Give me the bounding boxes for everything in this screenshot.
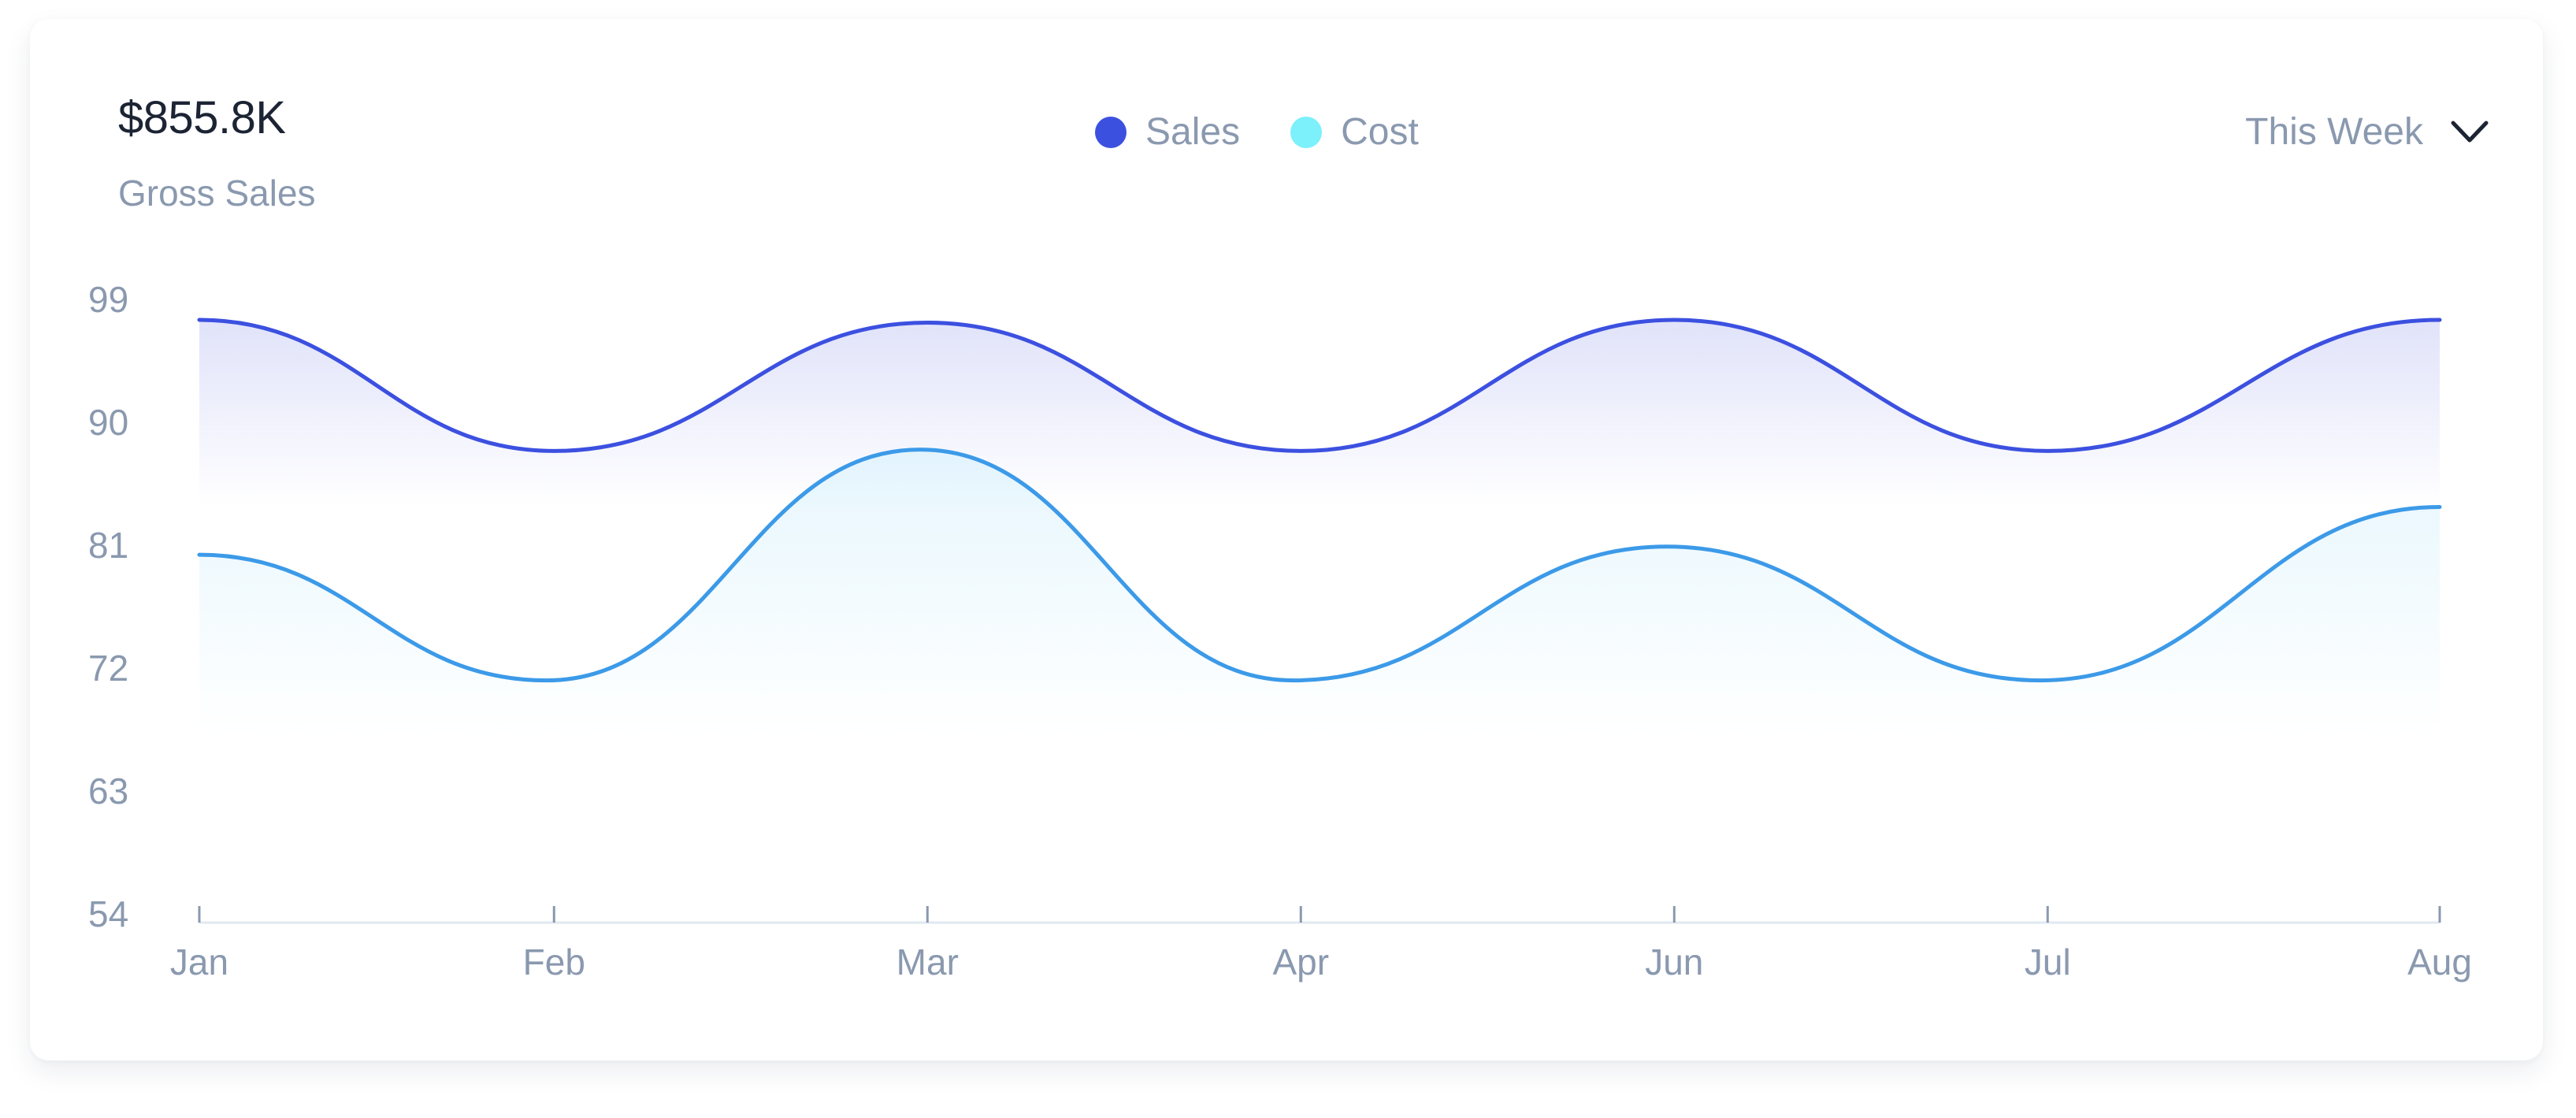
gross-sales-label: Gross Sales [118,173,316,214]
series-area-cost [199,449,2440,736]
series-areas [199,320,2440,736]
y-tick-label: 90 [88,402,128,443]
x-tick-label: Apr [1273,942,1330,982]
y-axis: 99 90 81 72 63 54 [88,279,128,934]
legend-dot-sales [1095,116,1127,148]
series-area-sales [199,320,2440,507]
x-tick-label: Jan [170,942,228,982]
legend-dot-cost [1290,116,1323,148]
series-line-cost [197,448,2442,683]
y-tick-label: 63 [88,771,128,812]
x-tick-label: Jul [2025,942,2071,982]
x-tick-label: Mar [896,942,959,982]
period-dropdown-label: This Week [2245,111,2423,153]
legend-item-sales[interactable]: Sales [1095,110,1240,154]
x-tick-label: Feb [523,942,585,982]
legend-label-cost: Cost [1341,111,1419,153]
y-tick-label: 54 [88,893,128,934]
x-tick-label: Jun [1645,942,1703,982]
legend-label-sales: Sales [1145,111,1241,153]
x-axis: Jan Feb Mar Apr Jun Jul Aug [170,906,2472,982]
y-tick-label: 99 [88,279,128,320]
x-tick-label: Aug [2407,942,2472,982]
sales-chart-card: $855.8K Gross Sales [30,19,2543,1060]
y-tick-label: 72 [88,648,128,689]
series-line-sales [197,318,2442,453]
legend-item-cost[interactable]: Cost [1290,110,1419,154]
y-tick-label: 81 [88,525,128,566]
gross-sales-total: $855.8K [118,92,286,143]
series-lines [197,318,2442,683]
chart-legend: Sales Cost [1095,110,1419,154]
period-dropdown[interactable]: This Week [2245,110,2489,154]
chevron-down-icon [2450,118,2489,147]
